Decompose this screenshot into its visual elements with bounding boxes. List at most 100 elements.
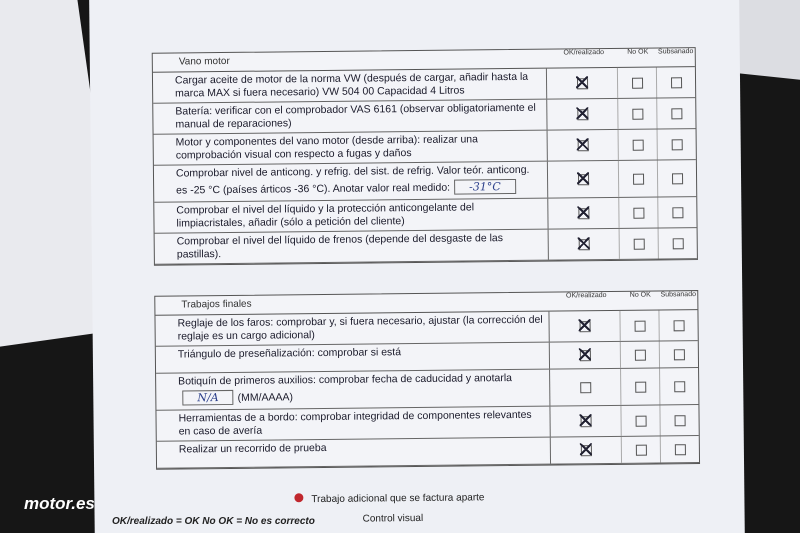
- item-label: Botiquín de primeros auxilios: comprobar…: [178, 372, 513, 388]
- column-header: No OK: [627, 48, 649, 56]
- item-label: Triángulo de preseñalización: comprobar …: [177, 346, 402, 361]
- check-cell: [548, 161, 618, 198]
- check-cell: [548, 198, 618, 229]
- checkbox: [580, 444, 592, 456]
- checklist-row: Comprobar el nivel del líquido de frenos…: [154, 228, 697, 265]
- check-cell: [620, 436, 661, 463]
- item-label: Herramientas de a bordo: comprobar integ…: [178, 408, 532, 438]
- checkbox: [673, 348, 685, 360]
- checkbox: [634, 381, 646, 393]
- item-text: Cargar aceite de motor de la norma VW (d…: [152, 68, 548, 103]
- legend-extra: Trabajo adicional que se factura aparte: [294, 491, 485, 506]
- check-cell: [617, 160, 658, 197]
- item-label: Batería: verificar con el comprobador VA…: [175, 101, 536, 131]
- checkbox: [673, 319, 685, 331]
- check-cell: [656, 129, 696, 160]
- item-label: Cargar aceite de motor de la norma VW (d…: [174, 70, 529, 100]
- check-cell: [618, 228, 658, 259]
- checkbox: [632, 207, 644, 219]
- checkbox: [577, 173, 589, 185]
- checkbox: [631, 77, 643, 89]
- item-label: Reglaje de los faros: comprobar y, si fu…: [177, 313, 543, 343]
- check-cell: [658, 341, 699, 368]
- item-text: Motor y componentes del vano motor (desd…: [153, 130, 548, 165]
- check-cell: [547, 99, 617, 130]
- column-header: Subsanado: [660, 291, 697, 299]
- item-label: Comprobar el nivel del líquido y la prot…: [176, 201, 475, 230]
- checklist-row: Realizar un recorrido de prueba: [156, 436, 700, 469]
- check-cell: [655, 67, 696, 98]
- check-cell: [550, 342, 620, 369]
- item-label: Realizar un recorrido de prueba: [178, 441, 327, 456]
- checkbox: [631, 108, 643, 120]
- checkbox: [671, 172, 683, 184]
- item-text: Comprobar el nivel del líquido de frenos…: [154, 229, 549, 264]
- checkbox: [632, 173, 644, 185]
- item-text: Reglaje de los faros: comprobar y, si fu…: [155, 311, 550, 346]
- check-cell: [658, 310, 698, 341]
- check-cell: [551, 437, 621, 464]
- column-header: OK/realizado: [563, 49, 605, 57]
- checkbox: [670, 107, 682, 119]
- check-cell: [657, 228, 697, 259]
- checkbox: [579, 349, 591, 361]
- checkbox: [635, 444, 647, 456]
- check-cell: [550, 406, 620, 437]
- check-cell: [656, 160, 697, 197]
- checkbox: [672, 237, 684, 249]
- legend-visual: Control visual: [362, 512, 424, 525]
- check-cell: [617, 129, 657, 160]
- checkbox: [580, 415, 592, 427]
- checkbox: [670, 76, 682, 88]
- check-cell: [617, 98, 657, 129]
- checkbox: [578, 238, 590, 250]
- item-label: Comprobar el nivel del líquido de frenos…: [176, 232, 504, 261]
- checkbox: [632, 139, 644, 151]
- item-text: Realizar un recorrido de prueba: [156, 437, 552, 468]
- checkbox: [674, 414, 686, 426]
- check-cell: [659, 368, 699, 405]
- check-cell: [620, 368, 660, 405]
- item-label: Motor y componentes del vano motor (desd…: [175, 133, 479, 162]
- checkbox: [633, 238, 645, 250]
- checklist-section: Vano motor OK/realizado No OK Subsanado Carg…: [151, 47, 698, 266]
- check-cell: [549, 311, 619, 342]
- checkbox: [577, 139, 589, 151]
- handwritten-value: N/A: [182, 389, 234, 406]
- check-cell: [659, 405, 699, 436]
- check-cell: [657, 197, 697, 228]
- checkbox: [579, 381, 591, 393]
- column-header: Subsanado: [657, 48, 694, 56]
- checklist-row: Botiquín de primeros auxilios: comprobar…: [156, 368, 699, 411]
- check-cell: [659, 436, 700, 463]
- checkbox: [671, 138, 683, 150]
- check-cell: [619, 341, 660, 368]
- checklist-row: Comprobar nivel de anticong. y refrig. d…: [153, 160, 697, 203]
- item-text: Comprobar el nivel del líquido y la prot…: [154, 198, 549, 233]
- checkbox: [577, 207, 589, 219]
- check-cell: [616, 67, 657, 98]
- check-cell: [620, 405, 660, 436]
- checkbox: [673, 380, 685, 392]
- check-cell: [547, 68, 617, 99]
- checkbox: [671, 206, 683, 218]
- item-text: Botiquín de primeros auxilios: comprobar…: [156, 369, 551, 410]
- checkbox: [576, 77, 588, 89]
- check-cell: [618, 197, 658, 228]
- column-header: No OK: [629, 291, 651, 299]
- item-text: Comprobar nivel de anticong. y refrig. d…: [153, 161, 549, 202]
- item-text: Herramientas de a bordo: comprobar integ…: [156, 406, 551, 441]
- legend-extra-text: Trabajo adicional que se factura aparte: [311, 492, 485, 506]
- abbreviations: OK/realizado = OK No OK = No es correcto: [112, 516, 315, 527]
- checkbox: [635, 415, 647, 427]
- handwritten-value: -31°C: [453, 178, 516, 195]
- check-cell: [550, 369, 620, 406]
- checkbox: [634, 320, 646, 332]
- item-text: Triángulo de preseñalización: comprobar …: [155, 342, 551, 373]
- watermark: motor.es: [24, 494, 95, 513]
- checkbox: [579, 320, 591, 332]
- check-cell: [548, 130, 618, 161]
- checkbox: [634, 349, 646, 361]
- item-text: Batería: verificar con el comprobador VA…: [153, 99, 548, 134]
